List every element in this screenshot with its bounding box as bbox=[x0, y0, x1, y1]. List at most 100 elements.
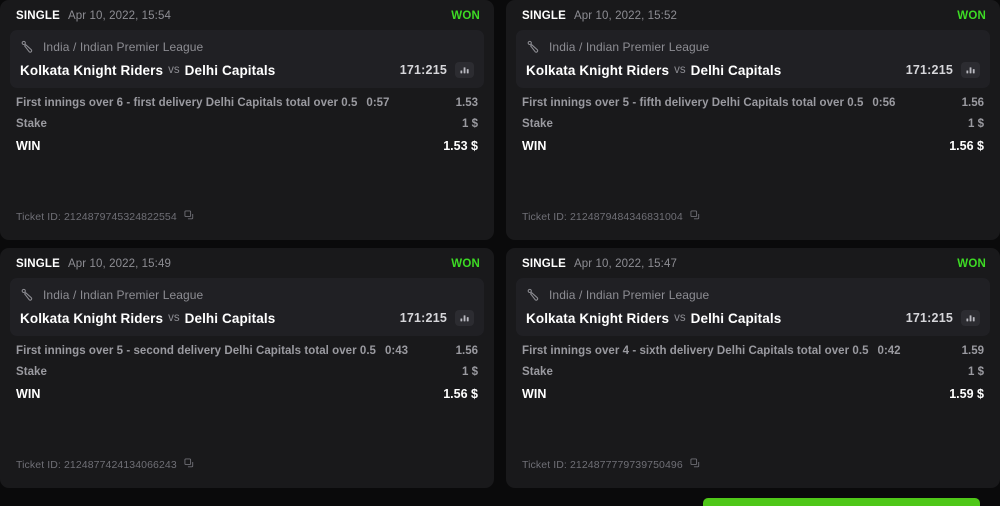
copy-icon[interactable] bbox=[184, 208, 195, 226]
team-away: Delhi Capitals bbox=[184, 310, 276, 326]
bet-date: Apr 10, 2022, 15:52 bbox=[574, 10, 677, 22]
ticket-header: SINGLE Apr 10, 2022, 15:52 WON bbox=[506, 0, 1000, 28]
bet-ticket[interactable]: SINGLE Apr 10, 2022, 15:47 WON India / I… bbox=[506, 248, 1000, 488]
teams-row: Kolkata Knight Riders vs Delhi Capitals … bbox=[20, 62, 474, 78]
floating-action-bar[interactable] bbox=[703, 498, 980, 506]
bet-ticket[interactable]: SINGLE Apr 10, 2022, 15:54 WON India / I… bbox=[0, 0, 494, 240]
team-home: Kolkata Knight Riders bbox=[526, 310, 670, 326]
win-value: 1.53 $ bbox=[443, 139, 478, 153]
statistics-icon[interactable] bbox=[455, 62, 474, 78]
league-name: India / Indian Premier League bbox=[43, 287, 204, 302]
stake-label: Stake bbox=[522, 118, 553, 130]
ticket-footer: Ticket ID: 2124877779739750496 bbox=[506, 456, 1000, 488]
match-block[interactable]: India / Indian Premier League Kolkata Kn… bbox=[10, 30, 484, 88]
team-home: Kolkata Knight Riders bbox=[526, 62, 670, 78]
teams-row: Kolkata Knight Riders vs Delhi Capitals … bbox=[20, 310, 474, 326]
win-value: 1.56 $ bbox=[949, 139, 984, 153]
ticket-id-value: 2124877424134066243 bbox=[63, 459, 177, 471]
win-value: 1.59 $ bbox=[949, 387, 984, 401]
cricket-icon bbox=[20, 39, 35, 54]
match-block[interactable]: India / Indian Premier League Kolkata Kn… bbox=[516, 30, 990, 88]
win-row: WIN 1.56 $ bbox=[16, 387, 478, 411]
selection-time: 0:43 bbox=[385, 345, 409, 357]
win-row: WIN 1.59 $ bbox=[522, 387, 984, 411]
stake-row: Stake 1 $ bbox=[16, 118, 478, 139]
cricket-icon bbox=[526, 287, 541, 302]
teams-row: Kolkata Knight Riders vs Delhi Capitals … bbox=[526, 310, 980, 326]
team-away: Delhi Capitals bbox=[184, 62, 276, 78]
league-row: India / Indian Premier League bbox=[526, 38, 980, 55]
ticket-header: SINGLE Apr 10, 2022, 15:49 WON bbox=[0, 248, 494, 276]
stake-label: Stake bbox=[522, 366, 553, 378]
ticket-id-value: 2124879745324822554 bbox=[63, 211, 177, 223]
bet-type-label: SINGLE bbox=[522, 258, 567, 270]
cricket-icon bbox=[526, 39, 541, 54]
ticket-id-prefix: Ticket ID: bbox=[16, 459, 61, 471]
league-name: India / Indian Premier League bbox=[549, 39, 710, 54]
league-row: India / Indian Premier League bbox=[20, 38, 474, 55]
statistics-icon[interactable] bbox=[455, 310, 474, 326]
match-block[interactable]: India / Indian Premier League Kolkata Kn… bbox=[10, 278, 484, 336]
bet-rows: First innings over 6 - first delivery De… bbox=[0, 88, 494, 163]
bet-date: Apr 10, 2022, 15:47 bbox=[574, 258, 677, 270]
selection-time: 0:56 bbox=[872, 97, 896, 109]
selection-row: First innings over 4 - sixth delivery De… bbox=[522, 345, 984, 366]
win-label: WIN bbox=[522, 139, 547, 153]
stake-label: Stake bbox=[16, 366, 47, 378]
statistics-icon[interactable] bbox=[961, 62, 980, 78]
win-label: WIN bbox=[522, 387, 547, 401]
copy-icon[interactable] bbox=[690, 208, 701, 226]
bet-date: Apr 10, 2022, 15:49 bbox=[68, 258, 171, 270]
win-label: WIN bbox=[16, 387, 41, 401]
win-label: WIN bbox=[16, 139, 41, 153]
match-score: 171:215 bbox=[905, 63, 953, 77]
stake-row: Stake 1 $ bbox=[522, 366, 984, 387]
ticket-header: SINGLE Apr 10, 2022, 15:54 WON bbox=[0, 0, 494, 28]
bet-type-label: SINGLE bbox=[16, 10, 61, 22]
vs-label: vs bbox=[168, 312, 180, 324]
selection-row: First innings over 6 - first delivery De… bbox=[16, 97, 478, 118]
bet-ticket[interactable]: SINGLE Apr 10, 2022, 15:49 WON India / I… bbox=[0, 248, 494, 488]
statistics-icon[interactable] bbox=[961, 310, 980, 326]
bet-ticket[interactable]: SINGLE Apr 10, 2022, 15:52 WON India / I… bbox=[506, 0, 1000, 240]
team-home: Kolkata Knight Riders bbox=[20, 310, 164, 326]
bet-rows: First innings over 5 - second delivery D… bbox=[0, 336, 494, 411]
ticket-footer: Ticket ID: 2124879745324822554 bbox=[0, 208, 494, 240]
league-name: India / Indian Premier League bbox=[43, 39, 204, 54]
selection-odds: 1.56 bbox=[455, 345, 478, 357]
team-away: Delhi Capitals bbox=[690, 310, 782, 326]
team-away: Delhi Capitals bbox=[690, 62, 782, 78]
status-badge: WON bbox=[451, 10, 480, 22]
copy-icon[interactable] bbox=[184, 456, 195, 474]
selection-odds: 1.53 bbox=[455, 97, 478, 109]
status-badge: WON bbox=[957, 258, 986, 270]
bet-date: Apr 10, 2022, 15:54 bbox=[68, 10, 171, 22]
copy-icon[interactable] bbox=[690, 456, 701, 474]
ticket-header: SINGLE Apr 10, 2022, 15:47 WON bbox=[506, 248, 1000, 276]
ticket-id-prefix: Ticket ID: bbox=[16, 211, 61, 223]
stake-label: Stake bbox=[16, 118, 47, 130]
vs-label: vs bbox=[674, 64, 686, 76]
selection-label: First innings over 6 - first delivery De… bbox=[16, 97, 358, 109]
match-block[interactable]: India / Indian Premier League Kolkata Kn… bbox=[516, 278, 990, 336]
win-row: WIN 1.56 $ bbox=[522, 139, 984, 163]
stake-row: Stake 1 $ bbox=[16, 366, 478, 387]
team-home: Kolkata Knight Riders bbox=[20, 62, 164, 78]
win-value: 1.56 $ bbox=[443, 387, 478, 401]
teams-row: Kolkata Knight Riders vs Delhi Capitals … bbox=[526, 62, 980, 78]
ticket-id-prefix: Ticket ID: bbox=[522, 459, 567, 471]
stake-value: 1 $ bbox=[462, 118, 478, 130]
bet-type-label: SINGLE bbox=[522, 10, 567, 22]
bet-rows: First innings over 5 - fifth delivery De… bbox=[506, 88, 1000, 163]
ticket-id-value: 2124879484346831004 bbox=[569, 211, 683, 223]
cricket-icon bbox=[20, 287, 35, 302]
match-score: 171:215 bbox=[399, 63, 447, 77]
ticket-footer: Ticket ID: 2124877424134066243 bbox=[0, 456, 494, 488]
selection-odds: 1.56 bbox=[961, 97, 984, 109]
status-badge: WON bbox=[451, 258, 480, 270]
stake-value: 1 $ bbox=[968, 118, 984, 130]
match-score: 171:215 bbox=[905, 311, 953, 325]
ticket-footer: Ticket ID: 2124879484346831004 bbox=[506, 208, 1000, 240]
stake-value: 1 $ bbox=[462, 366, 478, 378]
